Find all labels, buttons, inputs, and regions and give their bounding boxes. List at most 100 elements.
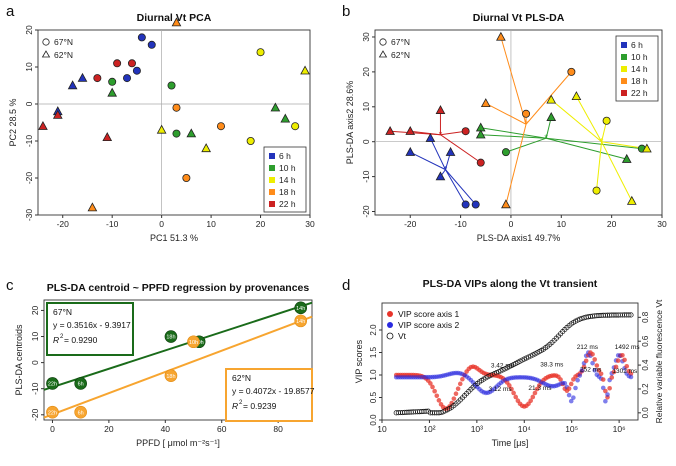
centroid-spoke: [550, 99, 602, 143]
r-squared-value: = 0.9239: [243, 401, 277, 411]
data-point-triangle: [405, 125, 416, 135]
centroid-marker: *: [544, 133, 548, 143]
legend-label-6h: 6 h: [279, 151, 291, 161]
data-point-triangle: [445, 146, 456, 156]
vip-axis1-point: [590, 351, 595, 357]
point-label: 22h: [48, 382, 57, 388]
data-point-triangle: [642, 143, 652, 153]
data-point-triangle: [425, 132, 436, 142]
data-point-circle: [471, 200, 480, 209]
x-tick-label: 10³: [471, 424, 483, 434]
legend-circle-marker: [379, 38, 387, 46]
centroid-marker: *: [439, 130, 443, 140]
y-tick-label: -10: [30, 382, 40, 395]
vt-point: [423, 408, 429, 414]
centroid-spoke: [440, 130, 466, 136]
vip-axis2-point: [590, 360, 595, 366]
vip-axis1-point: [568, 381, 574, 387]
legend-label-18h: 18 h: [631, 76, 648, 86]
vt-point: [626, 312, 632, 318]
y2-tick-label: 0.0: [641, 407, 650, 419]
data-point-circle: [113, 59, 122, 68]
vip-axis1-point: [628, 371, 634, 377]
data-point-triangle: [496, 31, 506, 41]
data-point-circle: [167, 81, 176, 90]
time-annotation: 252 ms: [580, 366, 602, 373]
point-label: 14h: [296, 306, 305, 312]
y-tick-label: 2.0: [369, 324, 378, 336]
regression-line: [43, 301, 313, 391]
centroid-spoke: [546, 137, 627, 160]
vip-axis1-point: [511, 390, 516, 396]
r-squared-exponent: 2: [60, 334, 64, 340]
data-point-triangle: [38, 120, 48, 130]
data-point-triangle: [107, 87, 118, 97]
panel-label: b: [342, 3, 350, 20]
data-point-circle: [108, 77, 117, 86]
time-annotation: 3.12 ms: [489, 386, 513, 393]
r-squared-label: R: [53, 335, 59, 345]
y-tick-label: 10: [30, 332, 40, 342]
x-tick-label: 60: [217, 424, 227, 434]
legend-label-22h: 22 h: [279, 199, 296, 209]
legend-label-10h: 10 h: [631, 52, 648, 62]
centroid-point: [294, 301, 308, 315]
legend-marker: [387, 311, 393, 317]
x-tick-label: 10²: [423, 424, 435, 434]
legend-triangle-marker: [378, 50, 388, 58]
x-tick-label: 10: [377, 424, 387, 434]
vip-axis1-point: [615, 358, 621, 363]
r-squared-exponent: 2: [239, 400, 243, 406]
vip-axis1-point: [509, 386, 514, 392]
data-point-triangle: [571, 91, 582, 101]
centroid-spoke: [575, 96, 603, 142]
data-point-triangle: [201, 143, 211, 153]
vip-axis1-point: [434, 393, 440, 399]
x-axis-label: PC1 51.3 %: [150, 233, 198, 243]
data-point-triangle: [67, 80, 78, 90]
time-annotation: 3.42 ms: [491, 362, 515, 369]
data-point-triangle: [621, 153, 632, 163]
panel-b: -20 -10 0 10 20 30 -20 -10 0 10 20 30 Diurnal Vt PLS…: [342, 3, 667, 243]
vip-axis1-point: [596, 368, 602, 373]
x-tick-label: 0: [159, 219, 164, 229]
centroid-spoke: [525, 71, 572, 125]
centroid-point: [74, 405, 87, 419]
y-tick-label: -20: [30, 408, 40, 421]
r-squared-label: R: [232, 401, 238, 411]
vip-axis2-point: [566, 392, 572, 398]
data-point-circle: [147, 40, 156, 49]
data-point-triangle: [546, 94, 557, 104]
panel-a: -20 -10 0 10 20 30 -30 -20 -10 0 10 20 Diurnal Vt PC…: [6, 3, 315, 243]
data-point-triangle: [435, 105, 446, 114]
x-tick-label: 0: [509, 219, 514, 229]
data-point-circle: [132, 66, 141, 75]
centroid-spoke: [546, 137, 642, 150]
chart-title: Diurnal Vt PCA: [137, 12, 212, 24]
vip-axis2-point: [579, 368, 585, 373]
vip-axis1-point: [455, 386, 461, 392]
y-tick-label: 1.0: [369, 369, 378, 381]
data-point-circle: [93, 74, 102, 83]
plot-frame: [43, 299, 313, 421]
x-tick-label: 20: [104, 424, 114, 434]
centroid-point: [74, 377, 87, 390]
y-tick-label: -10: [361, 170, 371, 183]
data-point-triangle: [87, 202, 98, 212]
x-tick-label: 10⁶: [613, 424, 626, 434]
legend-label-10h: 10 h: [279, 163, 296, 173]
centroid-marker: *: [444, 165, 448, 175]
legend-label: Vt: [398, 331, 407, 341]
vip-axis1-point: [613, 364, 619, 370]
vip-axis1-point: [513, 394, 519, 400]
y-tick-label: 0.5: [369, 391, 378, 403]
y-tick-label: 10: [24, 62, 34, 72]
data-point-triangle: [77, 72, 88, 82]
x-axis-label: Time [μs]: [492, 438, 529, 448]
legend-label-14h: 14 h: [279, 175, 296, 185]
regression-line: [43, 315, 313, 419]
point-label: 14h: [296, 319, 305, 325]
vip-axis1-point: [566, 386, 572, 391]
centroid-spoke: [500, 36, 527, 125]
